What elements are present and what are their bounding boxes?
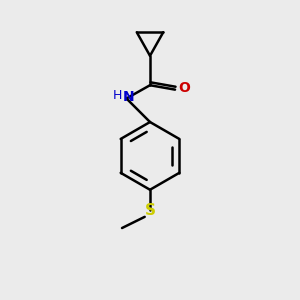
Text: N: N — [123, 90, 135, 104]
Text: S: S — [145, 203, 155, 218]
Text: O: O — [178, 81, 190, 95]
Text: H: H — [112, 89, 122, 102]
